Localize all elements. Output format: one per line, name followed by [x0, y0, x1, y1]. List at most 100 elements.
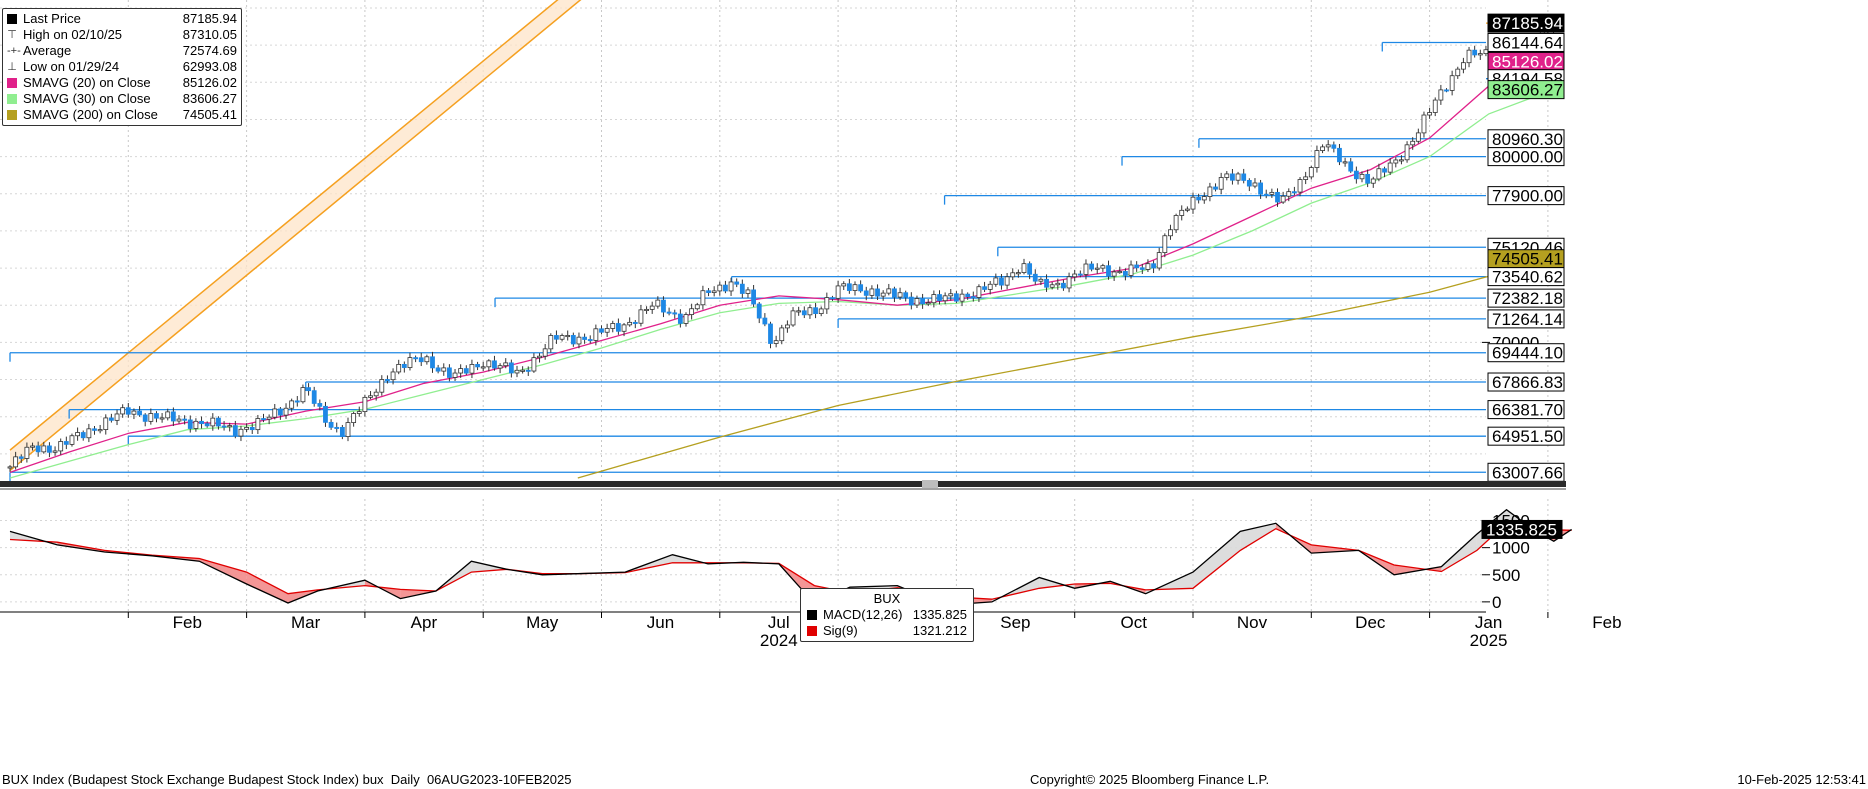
legend-sma200: SMAVG (200) on Close 74505.41	[7, 107, 237, 123]
candle	[1010, 268, 1016, 281]
candle-down	[47, 445, 52, 453]
candle-down	[965, 293, 971, 297]
candle	[159, 413, 165, 423]
candle-down	[723, 284, 728, 292]
candle	[599, 325, 604, 335]
candle	[768, 321, 773, 349]
candle-up	[452, 372, 458, 378]
price-label-box	[1487, 400, 1565, 420]
candle	[537, 353, 542, 363]
candle-up	[959, 293, 965, 302]
candle	[176, 415, 182, 424]
candle-down	[306, 387, 311, 392]
price-label-15: 66381.70	[1487, 400, 1565, 420]
candle	[486, 359, 492, 372]
sma30-line	[9, 88, 1555, 479]
candle-up	[1010, 272, 1016, 278]
candle-down	[1061, 282, 1066, 289]
candle-down	[63, 441, 69, 445]
candle	[790, 307, 796, 327]
candle-up	[683, 314, 689, 324]
candle-up	[807, 307, 813, 316]
candle-down	[1213, 186, 1218, 190]
candle-down	[334, 426, 340, 429]
candle-up	[790, 310, 796, 326]
candle	[1162, 233, 1168, 258]
candle	[1055, 278, 1061, 290]
candle	[655, 296, 661, 309]
candle-down	[204, 423, 210, 427]
candle-up	[131, 410, 137, 415]
candle	[1477, 49, 1483, 60]
candle-up	[745, 289, 751, 294]
candle	[987, 281, 993, 295]
candle	[452, 368, 458, 382]
candle-up	[880, 292, 886, 297]
candle-up	[785, 324, 790, 329]
legend-macd: MACD(12,26) 1335.825	[807, 607, 967, 623]
candle-down	[570, 335, 576, 345]
candle-down	[1134, 264, 1140, 269]
macd-fill-segment	[1441, 534, 1477, 572]
panel-divider[interactable]	[0, 480, 1566, 490]
candle-down	[1365, 173, 1371, 184]
candle	[762, 313, 768, 327]
candle-up	[1449, 75, 1455, 91]
candle-up	[238, 428, 244, 437]
candle-up	[486, 360, 492, 368]
candle-up	[441, 367, 447, 372]
candle-up	[1004, 276, 1010, 286]
candle	[368, 391, 373, 400]
candle	[970, 291, 976, 302]
candle-down	[339, 426, 345, 437]
price-label-9: 74505.41	[1487, 249, 1565, 269]
candle-up	[1049, 284, 1055, 288]
candle	[616, 318, 621, 335]
candle	[1444, 88, 1449, 93]
candle	[1427, 107, 1432, 119]
candle	[1246, 178, 1252, 192]
candle	[142, 413, 148, 427]
price-label-box	[1487, 267, 1565, 287]
candle	[407, 352, 413, 371]
candle-down	[1382, 168, 1387, 173]
candle	[503, 358, 509, 369]
candle	[779, 324, 785, 345]
candle	[801, 306, 807, 319]
x-tick-label-11: Jan	[1475, 613, 1502, 632]
candle	[221, 421, 227, 431]
candle-up	[1252, 182, 1258, 187]
price-label-6: 80000.00	[1487, 147, 1565, 167]
legend-value: 62993.08	[182, 59, 237, 74]
candle-up	[52, 450, 58, 453]
candle-up	[1055, 282, 1061, 286]
candle-down	[232, 425, 238, 437]
candle-up	[1128, 264, 1134, 276]
candle-down	[892, 288, 897, 298]
candle-up	[689, 308, 695, 315]
candle-down	[182, 418, 188, 421]
candle-down	[137, 410, 142, 416]
footer-range: 06AUG2023-10FEB2025	[426, 772, 572, 787]
macd-tick-label: 0	[1492, 593, 1501, 612]
candle-up	[41, 445, 47, 453]
sma200-swatch	[7, 110, 17, 120]
candle	[311, 386, 317, 407]
candle-down	[1353, 170, 1359, 180]
candle	[627, 317, 633, 327]
price-label-4: 83606.27	[1487, 80, 1565, 100]
candle-up	[13, 456, 19, 468]
candle-up	[1421, 114, 1427, 134]
candle-up	[728, 281, 734, 292]
price-label-text: 83606.27	[1492, 81, 1563, 100]
candle	[1348, 158, 1354, 173]
candle-down	[187, 419, 193, 429]
candle	[418, 352, 424, 367]
candle	[717, 281, 723, 296]
candle-up	[7, 466, 13, 469]
candle	[170, 407, 176, 427]
candle-up	[148, 413, 154, 422]
candle-down	[937, 294, 942, 302]
candle	[875, 284, 880, 300]
candle-down	[1275, 191, 1280, 203]
